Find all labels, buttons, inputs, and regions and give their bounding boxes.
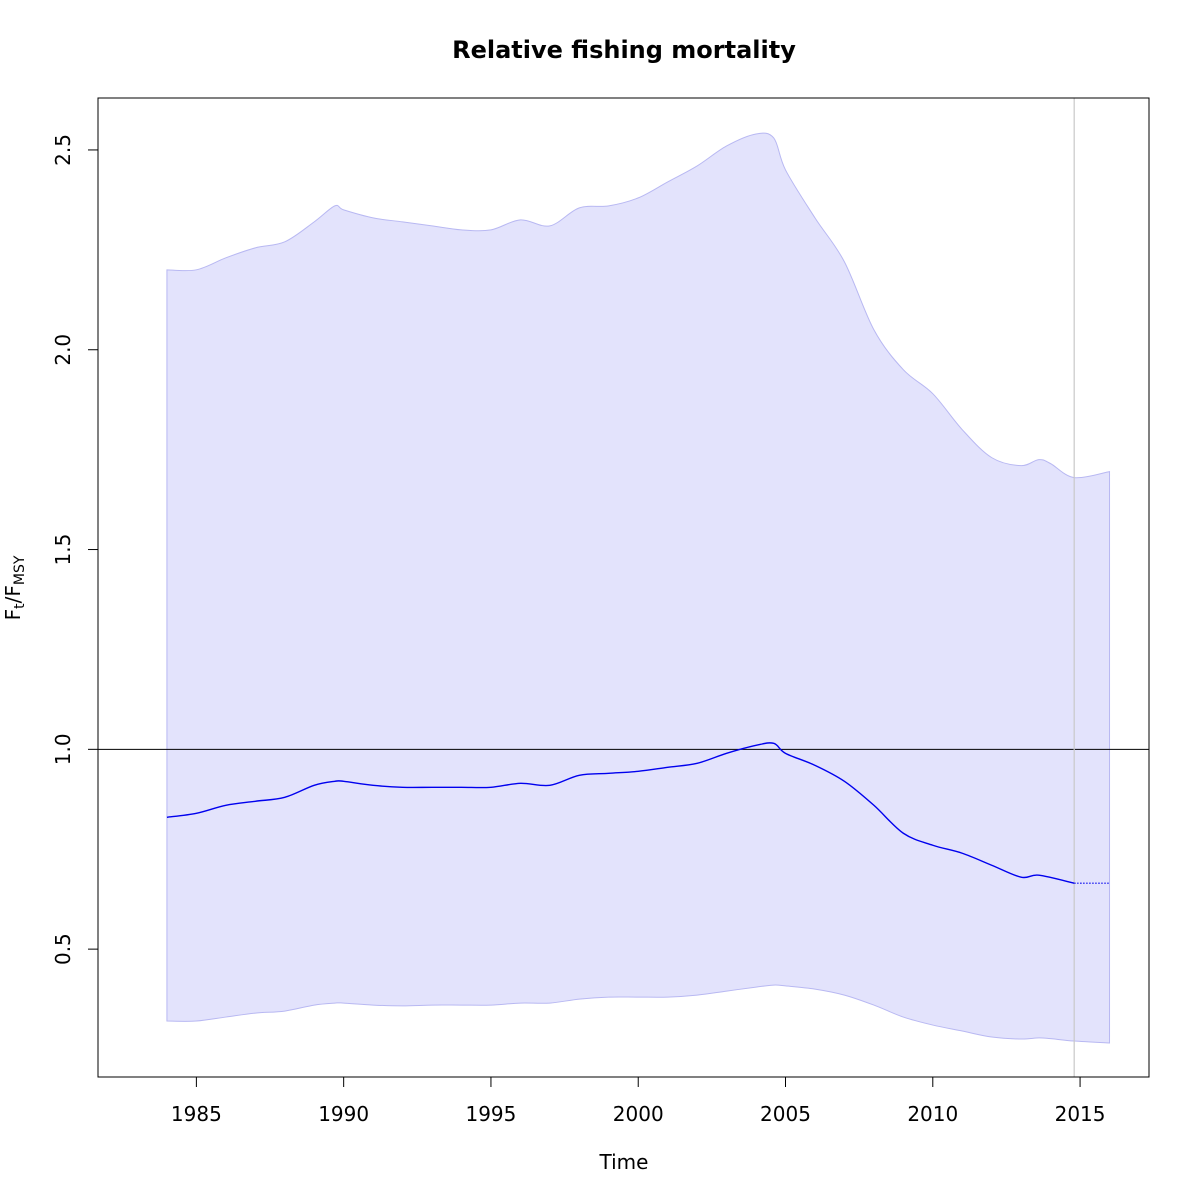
plot-area [97,97,1150,1078]
y-tick-label: 2.0 [51,334,75,366]
x-tick-label: 1990 [318,1102,369,1126]
chart-title: Relative fishing mortality [452,36,796,64]
x-tick-label: 1995 [465,1102,516,1126]
y-label-sub1: t [12,603,28,609]
confidence-band [166,132,1111,1044]
x-tick-label: 2010 [907,1102,958,1126]
y-label-base2: F [1,585,25,597]
x-tick-label: 2005 [760,1102,811,1126]
x-tick-label: 2000 [613,1102,664,1126]
plot-frame [97,97,1150,1078]
y-label-sep: / [1,596,25,603]
y-axis: 0.5 1.0 1.5 2.0 2.5 [51,134,98,965]
y-tick-label: 1.0 [51,733,75,765]
x-tick-label: 1985 [171,1102,222,1126]
y-label-base: F [1,609,25,621]
y-tick-label: 2.5 [51,134,75,166]
y-tick-label: 0.5 [51,933,75,965]
series-line [166,742,1075,884]
y-axis-label: Ft/FMSY [1,555,28,620]
y-label-sub2: MSY [12,555,28,585]
y-tick-label: 1.5 [51,534,75,566]
x-tick-label: 2015 [1055,1102,1106,1126]
x-axis-label: Time [599,1150,649,1174]
x-axis: 1985 1990 1995 2000 2005 2010 2015 [171,1077,1106,1126]
